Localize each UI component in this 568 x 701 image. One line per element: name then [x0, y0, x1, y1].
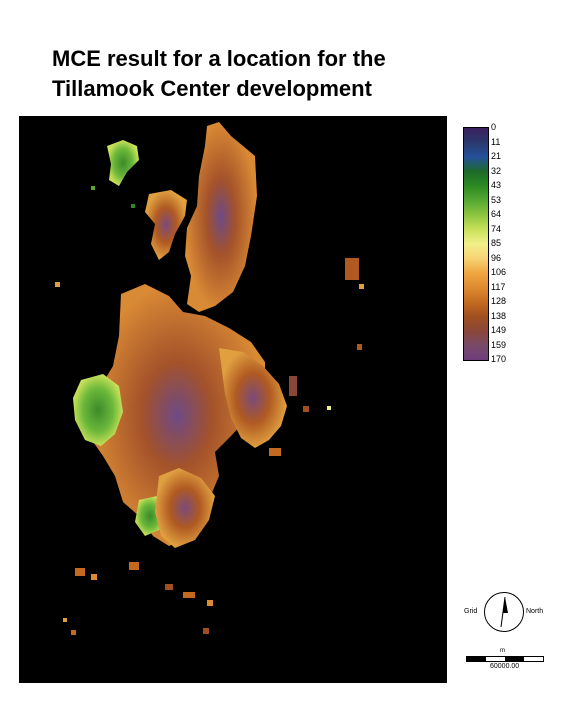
suitability-pixel [357, 344, 362, 350]
map-title-line-2: Tillamook Center development [52, 76, 372, 101]
scale-bar-value: 60000.00 [490, 663, 520, 670]
scale-bar-graphic [466, 656, 544, 662]
legend-label: 138 [491, 310, 507, 321]
legend-label: 117 [491, 281, 506, 292]
suitability-pixel [203, 628, 209, 634]
map-title: MCE result for a location for the Tillam… [52, 44, 472, 104]
suitability-pixel [303, 406, 309, 412]
map-title-line-1: MCE result for a location for the [52, 46, 386, 71]
suitability-region-north [185, 122, 257, 312]
suitability-region-green-west [73, 374, 123, 446]
suitability-pixel [129, 562, 139, 570]
suitability-pixel [269, 448, 281, 456]
suitability-pixel [55, 282, 60, 287]
suitability-raster [55, 122, 364, 635]
suitability-region-south [155, 468, 215, 548]
suitability-pixel [71, 630, 76, 635]
scale-bar-segment [467, 657, 486, 661]
suitability-pixel [63, 618, 67, 622]
scale-bar-unit: m [500, 648, 505, 654]
suitability-region-north-west [145, 190, 187, 260]
suitability-pixel [131, 204, 135, 208]
suitability-region-east [219, 348, 287, 448]
legend-color-ramp [463, 127, 489, 361]
north-arrow: Grid North [464, 592, 554, 642]
suitability-pixel [359, 284, 364, 289]
legend-label: 149 [491, 325, 507, 335]
legend-label: 85 [491, 238, 502, 248]
suitability-pixel [207, 600, 213, 606]
legend: 0 11 21 32 43 53 64 74 85 96 106 117 128 138 149 159 170 [463, 122, 543, 364]
legend-label: 170 [491, 354, 507, 364]
suitability-pixel [345, 258, 359, 280]
legend-label: 96 [491, 252, 502, 263]
legend-label: 32 [491, 165, 502, 176]
legend-label: 128 [491, 296, 507, 306]
suitability-pixel [75, 568, 85, 576]
suitability-pixel [183, 592, 195, 598]
legend-label: 21 [491, 151, 502, 161]
suitability-map [19, 116, 447, 683]
suitability-pixel [327, 406, 331, 410]
legend-label: 64 [491, 209, 502, 219]
suitability-pixel [289, 376, 297, 396]
legend-label: 43 [491, 180, 502, 190]
legend-label: 159 [491, 339, 507, 350]
suitability-pixel [91, 574, 97, 580]
suitability-pixel [165, 584, 173, 590]
scale-bar-segment [505, 657, 524, 661]
compass-icon [484, 592, 524, 632]
scale-bar: m 60000.00 [466, 648, 546, 678]
legend-label: 53 [491, 194, 502, 205]
legend-label: 106 [491, 267, 507, 277]
suitability-pixel [91, 186, 95, 190]
north-arrow-right-label: North [526, 608, 544, 615]
suitability-region-green-north [107, 140, 139, 186]
north-arrow-left-label: Grid [464, 608, 478, 615]
legend-label: 74 [491, 223, 502, 234]
legend-label: 11 [491, 136, 501, 147]
legend-label: 0 [491, 122, 497, 132]
